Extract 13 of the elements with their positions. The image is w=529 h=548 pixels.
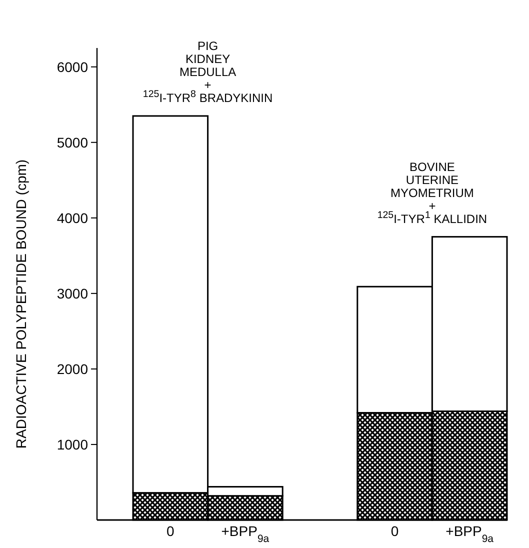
y-tick-label: 2000 <box>56 360 88 377</box>
x-tick-label: 0 <box>166 523 174 539</box>
text: BOVINE UTERINE MYOMETRIUM + $^{125}$I-TYR$^{1}$ KALLIDIN <box>377 160 488 226</box>
y-tick-label: 4000 <box>56 210 88 226</box>
y-tick-label: 3000 <box>56 285 88 302</box>
text: PIG KIDNEY MEDULLA + $^{125}$I-TYR$^{8}$ BRADYKININ <box>142 38 273 105</box>
y-tick-label: 5000 <box>56 134 88 150</box>
y-tick-label: 6000 <box>56 58 88 75</box>
y-axis-title: RADIOACTIVE POLYPEPTIDE BOUND (cpm) <box>13 159 29 449</box>
x-tick-label: 0 <box>390 523 399 539</box>
y-tick-label: 1000 <box>56 436 88 452</box>
x-tick-label: +BPP$_{9a}$ <box>221 523 270 545</box>
x-tick-label: +BPP$_{9a}$ <box>446 523 494 545</box>
